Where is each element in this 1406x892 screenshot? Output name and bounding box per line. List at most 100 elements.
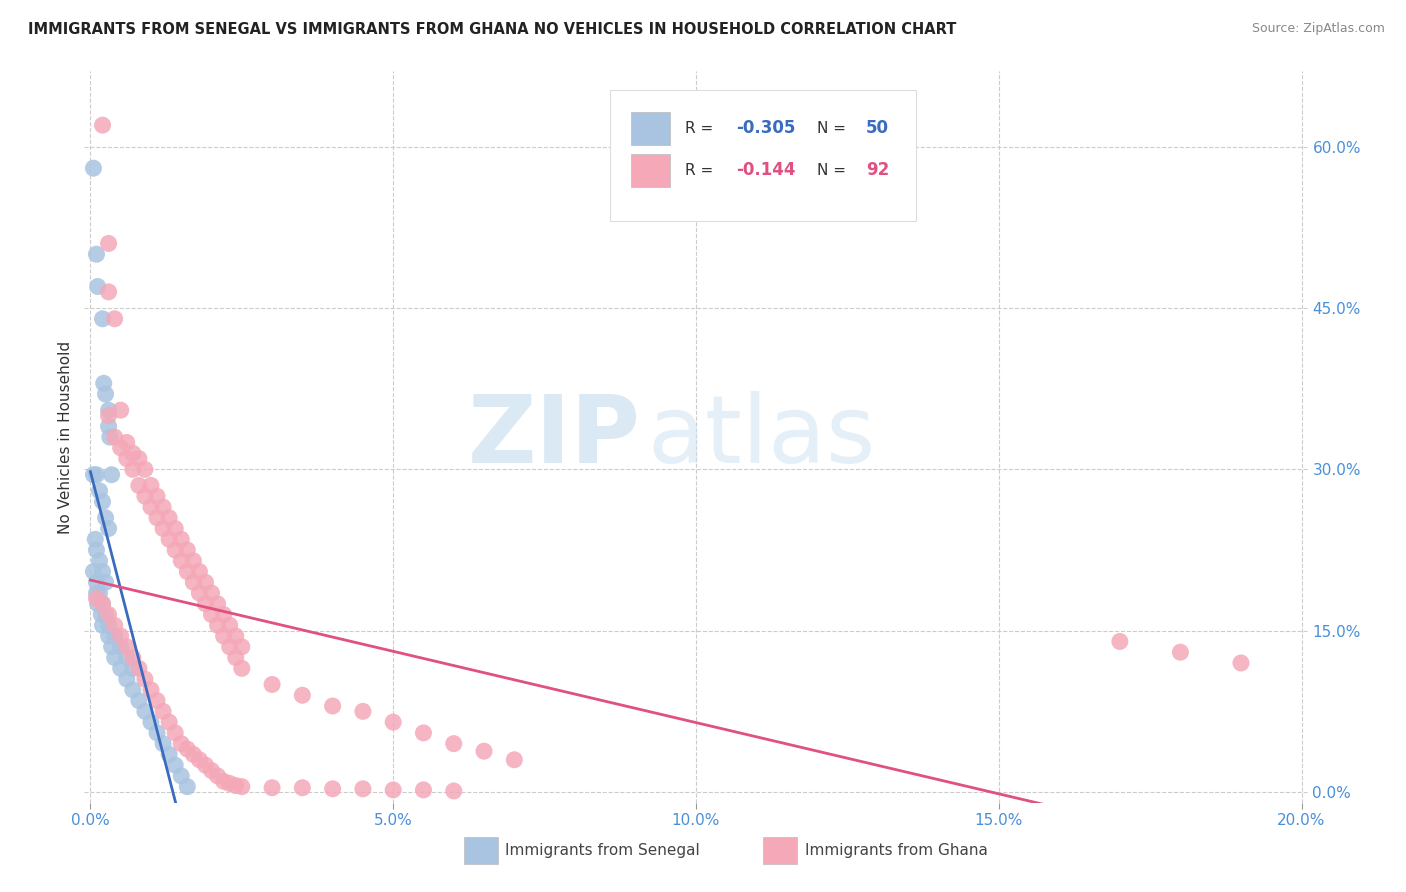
Text: N =: N = (817, 121, 851, 136)
Point (200, 607, 222, 622)
Point (231, 780, 253, 794)
Point (146, 726, 169, 740)
Point (128, 661, 150, 675)
Point (188, 586, 211, 600)
Point (152, 705, 174, 719)
Point (207, 769, 229, 783)
Point (231, 661, 253, 675)
Point (89, 554, 111, 568)
Point (146, 693, 169, 707)
Point (110, 403, 132, 417)
Point (121, 446, 143, 460)
FancyBboxPatch shape (610, 90, 917, 221)
Point (183, 554, 205, 568)
Point (176, 565, 198, 579)
Point (84, 533, 107, 547)
Point (207, 618, 229, 632)
Point (152, 737, 174, 751)
Point (225, 779, 247, 793)
Point (183, 747, 205, 762)
Point (82, 467, 104, 482)
Point (176, 543, 198, 558)
Point (115, 650, 138, 665)
Point (97, 403, 120, 417)
Point (115, 435, 138, 450)
Point (115, 672, 138, 686)
Point (472, 744, 495, 758)
Point (194, 758, 217, 772)
Point (94, 575, 117, 590)
Point (207, 597, 229, 611)
Point (1108, 634, 1130, 648)
Point (104, 618, 127, 632)
Point (157, 747, 180, 762)
Point (194, 575, 217, 590)
FancyBboxPatch shape (464, 838, 498, 863)
Point (146, 510, 169, 524)
Point (86, 467, 108, 482)
Point (176, 780, 198, 794)
Point (104, 650, 127, 665)
Point (104, 629, 127, 643)
Point (115, 640, 138, 654)
Text: R =: R = (685, 121, 718, 136)
Point (134, 489, 156, 503)
Point (100, 640, 122, 654)
Point (97, 629, 120, 643)
Point (231, 640, 253, 654)
Point (443, 737, 465, 751)
Point (146, 489, 169, 503)
Point (165, 543, 187, 558)
Point (170, 533, 193, 547)
Point (194, 597, 217, 611)
Point (188, 753, 211, 767)
Point (322, 781, 344, 796)
Text: 92: 92 (866, 161, 889, 179)
Point (176, 742, 198, 756)
Point (212, 629, 235, 643)
Point (291, 688, 314, 702)
Point (200, 764, 222, 778)
Point (94, 387, 117, 401)
Point (503, 753, 526, 767)
FancyBboxPatch shape (763, 838, 797, 863)
Point (152, 500, 174, 514)
Point (100, 467, 122, 482)
Text: Source: ZipAtlas.com: Source: ZipAtlas.com (1251, 22, 1385, 36)
Point (90, 607, 112, 622)
Text: -0.144: -0.144 (737, 161, 796, 179)
Point (165, 758, 187, 772)
Text: N =: N = (817, 162, 851, 178)
Point (86, 586, 108, 600)
Point (97, 409, 120, 423)
Text: 50: 50 (866, 120, 889, 137)
Point (89, 483, 111, 498)
Point (97, 607, 120, 622)
Point (322, 698, 344, 713)
Point (94, 510, 117, 524)
Point (121, 682, 143, 697)
Point (134, 462, 156, 476)
Point (89, 586, 111, 600)
Point (91, 118, 114, 132)
Point (82, 161, 104, 176)
Point (128, 451, 150, 466)
Point (157, 533, 180, 547)
Point (165, 521, 187, 535)
Point (110, 640, 132, 654)
Point (170, 769, 193, 783)
Point (86, 247, 108, 261)
Y-axis label: No Vehicles in Household: No Vehicles in Household (58, 341, 73, 533)
Point (218, 640, 240, 654)
Point (128, 693, 150, 707)
Point (412, 726, 434, 740)
Point (86, 597, 108, 611)
Point (170, 554, 193, 568)
Point (170, 737, 193, 751)
Point (152, 521, 174, 535)
Text: IMMIGRANTS FROM SENEGAL VS IMMIGRANTS FROM GHANA NO VEHICLES IN HOUSEHOLD CORREL: IMMIGRANTS FROM SENEGAL VS IMMIGRANTS FR… (28, 22, 956, 37)
Point (1230, 656, 1253, 670)
Point (121, 661, 143, 675)
Point (104, 311, 127, 326)
Point (93, 376, 115, 391)
